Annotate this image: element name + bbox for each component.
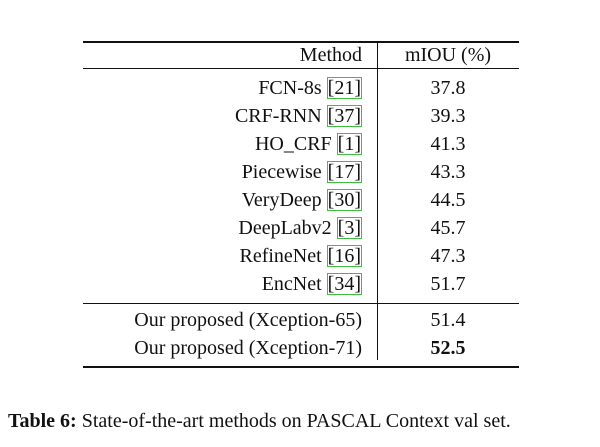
method-name: Piecewise bbox=[241, 161, 322, 183]
miou-cell: 39.3 bbox=[430, 105, 466, 127]
citation: [21] bbox=[326, 77, 362, 99]
method-cell: FCN-8s [21] bbox=[258, 76, 362, 100]
miou-cell: 52.5 bbox=[430, 337, 466, 359]
method-cell: EncNet [34] bbox=[262, 272, 362, 296]
method-name: DeepLabv2 bbox=[238, 217, 332, 239]
miou-cell: 41.3 bbox=[430, 133, 466, 155]
citation: [37] bbox=[326, 105, 362, 127]
miou-cell: 51.7 bbox=[430, 273, 466, 295]
method-cell: VeryDeep [30] bbox=[242, 188, 362, 212]
method-name: CRF-RNN bbox=[234, 105, 322, 127]
caption-label: Table 6: bbox=[8, 410, 77, 432]
citation: [30] bbox=[326, 189, 362, 211]
bottom-rule bbox=[83, 366, 519, 368]
miou-cell: 47.3 bbox=[430, 245, 466, 267]
method-name: VeryDeep bbox=[241, 189, 322, 211]
column-separator bbox=[377, 42, 378, 360]
citation: [16] bbox=[326, 245, 362, 267]
method-cell: Our proposed (Xception-71) bbox=[134, 336, 362, 360]
method-name: RefineNet bbox=[239, 245, 322, 267]
method-cell: DeepLabv2 [3] bbox=[238, 216, 362, 240]
citation: [17] bbox=[326, 161, 362, 183]
miou-cell: 37.8 bbox=[430, 77, 466, 99]
citation: [1] bbox=[336, 133, 362, 155]
citation: [3] bbox=[336, 217, 362, 239]
caption-text: State-of-the-art methods on PASCAL Conte… bbox=[81, 410, 511, 432]
method-cell: Our proposed (Xception-65) bbox=[134, 308, 362, 332]
method-name: EncNet bbox=[261, 273, 322, 295]
method-name: Our proposed (Xception-71) bbox=[134, 337, 362, 359]
method-cell: CRF-RNN [37] bbox=[235, 104, 362, 128]
method-name: FCN-8s bbox=[258, 77, 322, 99]
method-cell: RefineNet [16] bbox=[239, 244, 362, 268]
miou-cell: 44.5 bbox=[430, 189, 466, 211]
header-rule bbox=[83, 68, 519, 69]
method-cell: Piecewise [17] bbox=[242, 160, 362, 184]
method-name: Our proposed (Xception-65) bbox=[134, 309, 362, 331]
miou-cell: 45.7 bbox=[430, 217, 466, 239]
miou-cell: 43.3 bbox=[430, 161, 466, 183]
group-rule bbox=[83, 303, 519, 304]
miou-cell: 51.4 bbox=[430, 309, 466, 331]
caption: Table 6: State-of-the-art methods on PAS… bbox=[8, 410, 511, 433]
method-cell: HO_CRF [1] bbox=[255, 132, 362, 156]
method-name: HO_CRF bbox=[254, 133, 332, 155]
header-miou: mIOU (%) bbox=[404, 44, 492, 66]
citation: [34] bbox=[326, 273, 362, 295]
top-rule bbox=[83, 41, 519, 43]
header-method: Method bbox=[299, 44, 362, 66]
